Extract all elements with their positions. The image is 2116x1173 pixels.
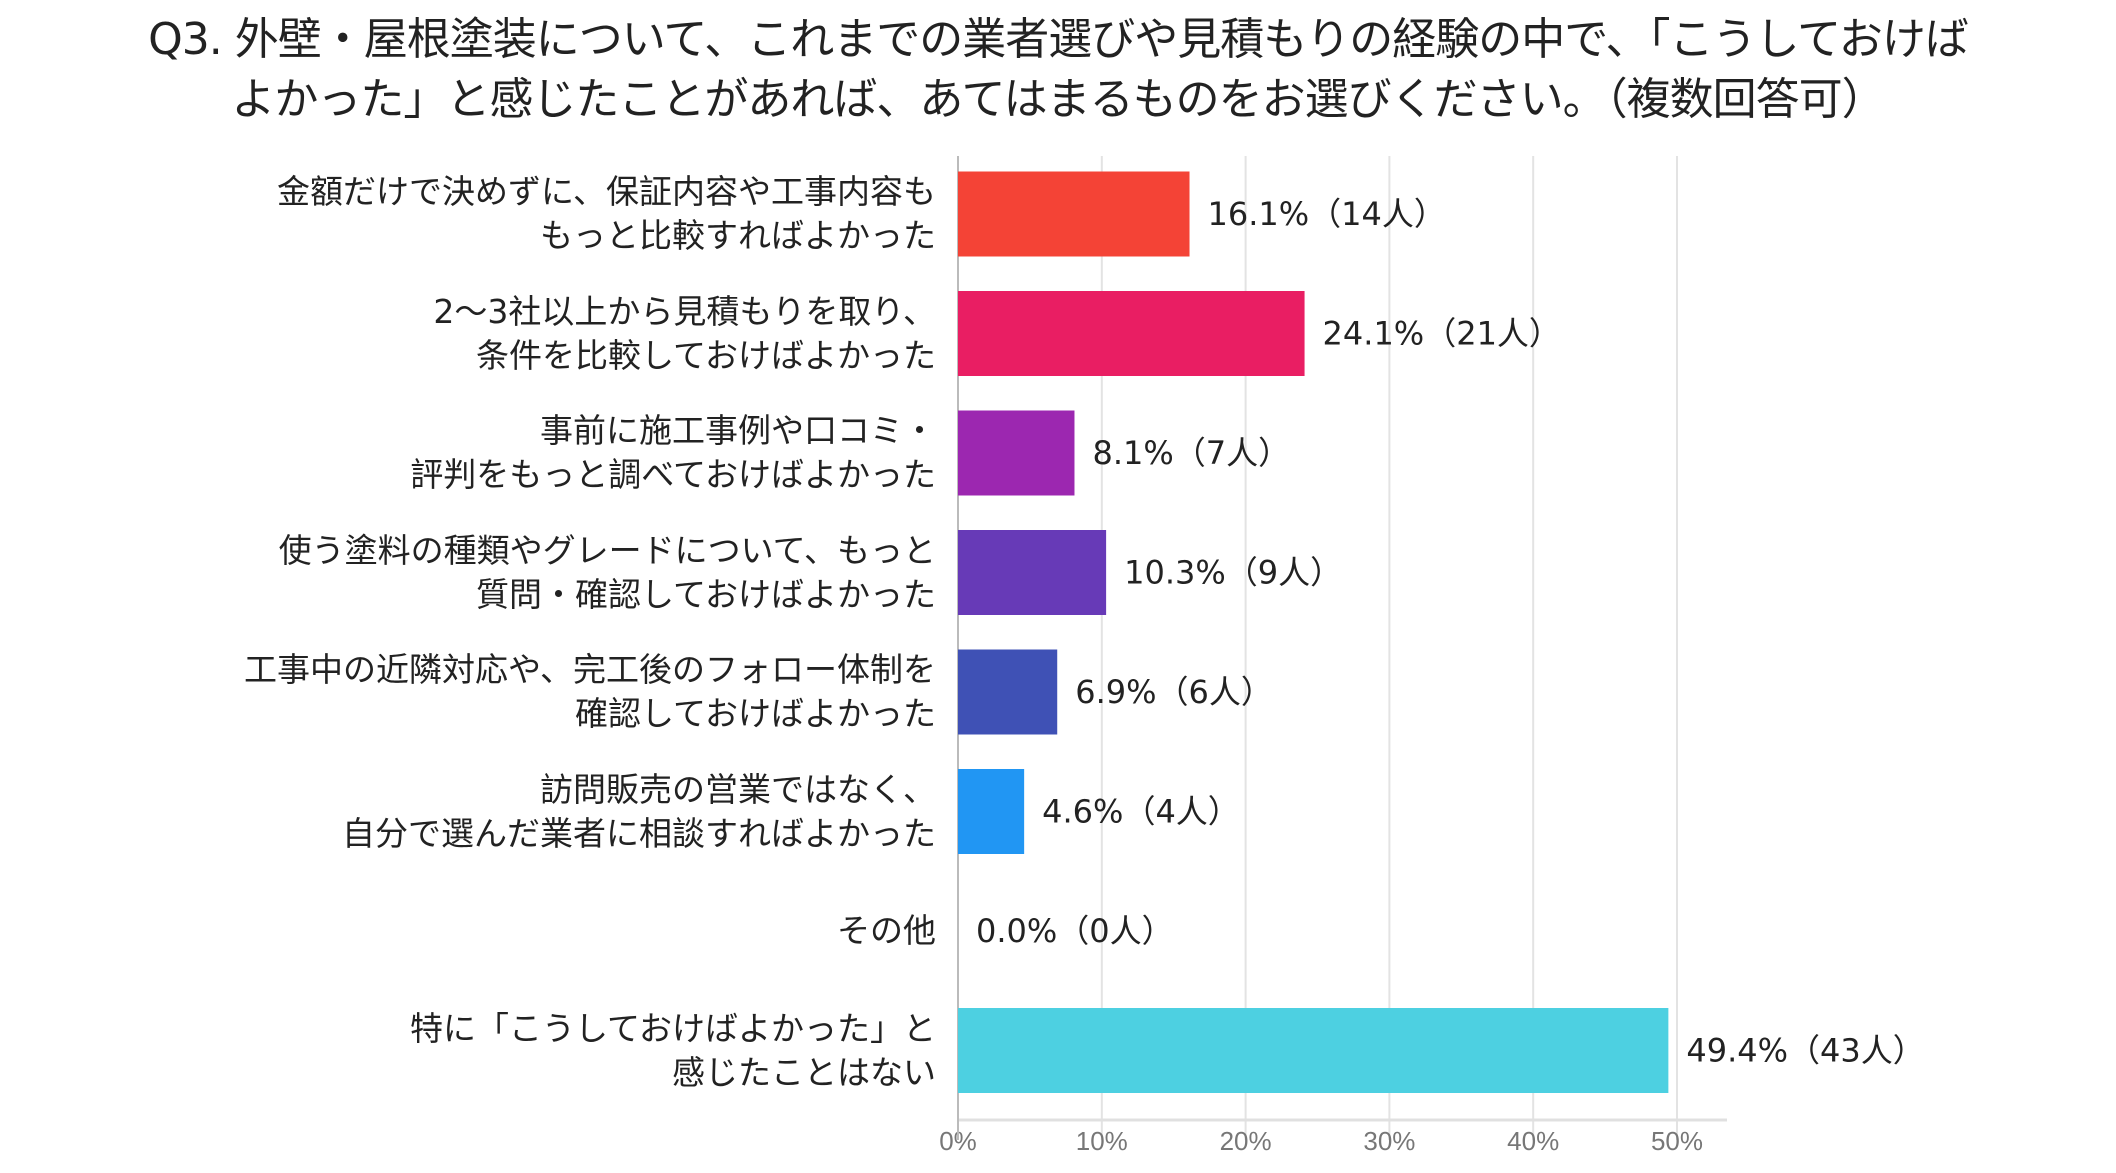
category-label: 使う塗料の種類やグレードについて、もっと 質問・確認しておけばよかった — [279, 529, 936, 617]
data-label: 49.4%（43人） — [1686, 1032, 1924, 1070]
x-tick-label: 30% — [1363, 1126, 1415, 1156]
x-tick-label: 50% — [1651, 1126, 1703, 1156]
bar — [958, 769, 1025, 854]
category-label-line: 訪問販売の営業ではなく、 — [540, 769, 936, 809]
category-label-line: 質問・確認しておけばよかった — [475, 574, 936, 614]
category-label: 事前に施工事例や口コミ・評判をもっと調べておけばよかった — [410, 409, 936, 497]
bar — [958, 291, 1305, 376]
bar — [958, 530, 1107, 615]
x-tick-label: 40% — [1507, 1126, 1559, 1156]
category-label-line: 2～3社以上から見積もりを取り、 — [433, 291, 936, 331]
category-label-line: 特に「こうしておけばよかった」と — [409, 1008, 936, 1048]
data-label: 6.9%（6人） — [1075, 673, 1273, 711]
category-label-line: 確認しておけばよかった — [574, 694, 936, 733]
bar — [958, 1008, 1669, 1093]
category-label-line: 工事中の近隣対応や、完工後のフォロー体制を — [243, 650, 936, 689]
category-label-line: 自分で選んだ業者に相談すればよかった — [342, 813, 936, 853]
x-tick-label: 10% — [1076, 1126, 1128, 1156]
data-label: 0.0%（0人） — [976, 912, 1174, 950]
category-label: 金額だけで決めずに、保証内容や工事内容ももっと比較すればよかった — [277, 170, 936, 258]
bar — [958, 649, 1058, 735]
category-label-line: 金額だけで決めずに、保証内容や工事内容も — [276, 172, 936, 211]
data-label: 24.1%（21人） — [1323, 315, 1561, 353]
data-label: 4.6%（4人） — [1042, 793, 1240, 831]
category-label-line: 使う塗料の種類やグレードについて、もっと — [278, 530, 936, 570]
category-label: その他 — [837, 909, 936, 953]
category-label: 工事中の近隣対応や、完工後のフォロー体制を確認しておけばよかった — [244, 648, 936, 736]
category-label-line: 評判をもっと調べておけばよかった — [410, 455, 936, 494]
category-label-line: 事前に施工事例や口コミ・ — [540, 411, 936, 450]
category-label-line: 感じたことはない — [672, 1052, 936, 1092]
chart-title-line-2: よかった」と感じたことがあれば、あてはまるものをお選びください。（複数回答可） — [231, 74, 1885, 125]
chart-title-line-1: Q3. 外壁・屋根塗装について、これまでの業者選びや見積もりの経験の中で、「こう… — [148, 14, 1969, 65]
data-label: 16.1%（14人） — [1208, 195, 1446, 233]
category-label: 特に「こうしておけばよかった」と 感じたことはない — [410, 1007, 936, 1095]
category-label: 訪問販売の営業ではなく、 自分で選んだ業者に相談すればよかった — [342, 768, 936, 856]
category-label-line: 条件を比較しておけばよかった — [475, 335, 936, 375]
bar — [958, 410, 1075, 496]
data-label: 8.1%（7人） — [1092, 434, 1290, 472]
category-label-line: その他 — [837, 911, 936, 950]
x-tick-label: 20% — [1220, 1126, 1272, 1156]
category-label-line: もっと比較すればよかった — [540, 216, 936, 255]
bar — [958, 171, 1190, 257]
category-label: 2～3社以上から見積もりを取り、 条件を比較しておけばよかった — [433, 290, 936, 378]
data-label: 10.3%（9人） — [1124, 554, 1342, 592]
